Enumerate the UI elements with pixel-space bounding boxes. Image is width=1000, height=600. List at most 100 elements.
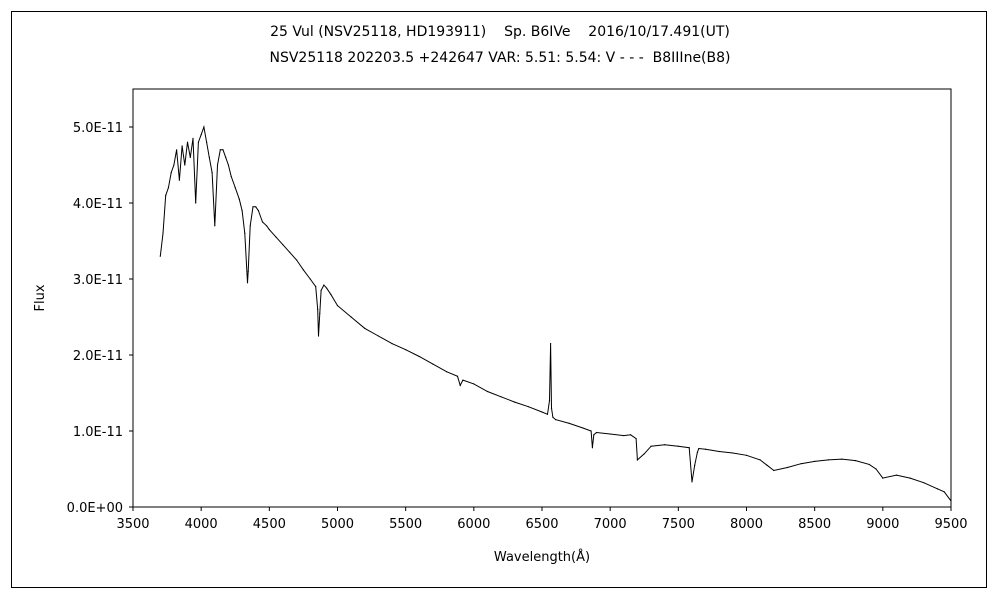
series-point — [170, 172, 172, 174]
series-point — [309, 278, 311, 280]
x-tick-label: 9000 — [866, 517, 899, 532]
chart-title: 25 Vul (NSV25118, HD193911) Sp. B6IVe 20… — [270, 24, 730, 40]
series-point — [895, 474, 898, 476]
series-point — [459, 384, 461, 386]
series-point — [222, 149, 224, 151]
series-point — [923, 482, 925, 484]
series-point — [745, 454, 748, 456]
series-point — [211, 172, 213, 174]
series-point — [462, 379, 464, 381]
series-point — [244, 232, 246, 234]
chart-subtitle: NSV25118 202203.5 +242647 VAR: 5.51: 5.5… — [269, 50, 731, 66]
series-line — [159, 125, 952, 502]
series-point — [192, 137, 194, 139]
x-tick-label: 4500 — [253, 517, 286, 532]
series-point — [555, 419, 557, 421]
series-point — [302, 269, 305, 271]
series-point — [550, 407, 553, 409]
series-point — [696, 451, 699, 453]
series-point — [664, 444, 666, 446]
series-point — [377, 335, 379, 337]
plot-area — [132, 88, 952, 508]
series-point — [197, 141, 200, 143]
series-point — [418, 355, 420, 358]
x-tick-label: 9500 — [934, 517, 967, 532]
series-point — [268, 229, 270, 231]
series-point — [694, 464, 696, 466]
series-point — [230, 175, 232, 177]
series-point — [591, 447, 594, 449]
series-point — [227, 164, 230, 166]
series-point — [206, 141, 208, 143]
series-point — [162, 232, 164, 234]
x-tick-label: 5000 — [321, 517, 354, 532]
series-point — [875, 468, 877, 470]
y-axis-label: Flux — [33, 284, 48, 311]
x-axis-label: Wavelength(Å) — [494, 549, 590, 565]
series-point — [718, 450, 720, 453]
series-point — [238, 198, 240, 200]
series-point — [225, 156, 227, 158]
series-point — [882, 477, 884, 479]
y-tick-label: 3.0E-11 — [73, 273, 123, 288]
series-point — [323, 284, 325, 286]
y-tick-label: 5.0E-11 — [73, 121, 123, 136]
series-point — [325, 287, 328, 289]
series-point — [364, 327, 366, 329]
series-point — [827, 459, 829, 461]
series-point — [296, 259, 298, 261]
series-point — [214, 225, 216, 227]
series-point — [289, 251, 291, 253]
series-point — [275, 236, 277, 238]
series-point — [868, 463, 870, 466]
series-point — [636, 459, 639, 461]
series-point — [234, 187, 236, 189]
x-tick-label: 8000 — [730, 517, 763, 532]
series-point — [241, 210, 243, 212]
series-point — [590, 430, 592, 432]
series-point — [549, 343, 552, 345]
series-point — [445, 371, 448, 373]
series-point — [688, 447, 690, 449]
series-point — [266, 225, 268, 227]
series-point — [635, 438, 637, 440]
series-point — [405, 349, 407, 351]
x-axis-ticks: 3500 4000 4500 5000 5500 6000 6500 7000 7500 8000… — [116, 507, 968, 532]
x-tick-label: 6000 — [457, 517, 490, 532]
series-point — [246, 282, 249, 284]
series-point — [814, 460, 816, 462]
series-point — [456, 375, 459, 377]
y-tick-label: 4.0E-11 — [73, 197, 123, 212]
series-point — [315, 286, 317, 288]
series-point — [854, 460, 857, 462]
series-point — [527, 406, 529, 408]
series-point — [582, 427, 584, 429]
series-point — [759, 459, 761, 461]
series-point — [178, 179, 180, 181]
series-point — [257, 210, 260, 212]
series-point — [186, 141, 189, 143]
y-tick-label: 2.0E-11 — [73, 349, 123, 364]
series-point — [249, 225, 251, 227]
series-point — [546, 413, 549, 415]
series-point — [184, 164, 186, 166]
series-point — [336, 305, 339, 307]
series-point — [630, 434, 632, 436]
series-point — [595, 431, 598, 434]
series-point — [473, 383, 475, 385]
series-point — [552, 416, 554, 418]
series-point — [766, 464, 768, 466]
series-point — [698, 447, 700, 450]
x-tick-label: 7500 — [662, 517, 695, 532]
series-point — [181, 145, 183, 147]
y-axis-ticks: 0.0E+00 1.0E-11 2.0E-11 3.0E-11 4.0E-11 5.0E-… — [67, 121, 133, 516]
series-point — [786, 466, 789, 469]
series-point — [159, 255, 161, 257]
series-point — [216, 164, 219, 166]
series-point — [800, 463, 802, 465]
series-point — [219, 149, 221, 151]
series-point — [247, 270, 249, 272]
x-tick-label: 5500 — [389, 517, 422, 532]
series-point — [350, 316, 352, 318]
